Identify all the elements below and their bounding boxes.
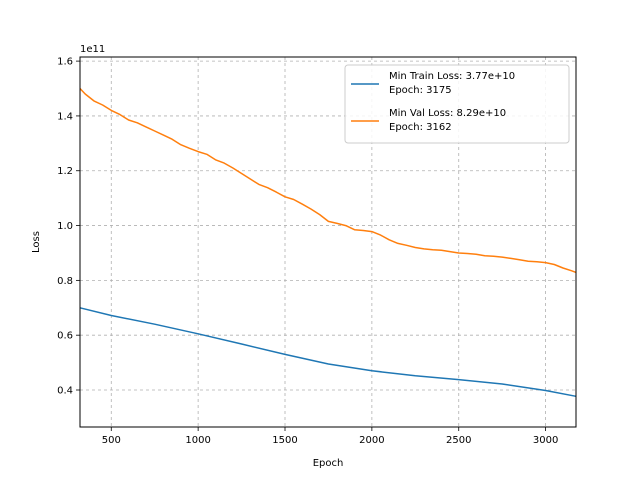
y-axis-offset-label: 1e11 — [80, 44, 105, 55]
legend-entry-line1: Min Val Loss: 8.29e+10 — [389, 108, 506, 119]
y-tick-label: 1.0 — [57, 221, 73, 232]
plot-frame — [79, 56, 577, 428]
legend: Min Train Loss: 3.77e+10 Epoch: 3175 Min V… — [344, 64, 570, 144]
legend-box — [344, 64, 570, 144]
legend-entry-line2: Epoch: 3162 — [389, 122, 452, 133]
x-axis-label: Epoch — [313, 458, 344, 469]
series-layer — [79, 87, 577, 398]
series-line-val-loss — [79, 87, 577, 274]
y-tick-label: 1.4 — [57, 111, 73, 122]
y-tick-label: 1.2 — [57, 166, 73, 177]
y-tick-label: 0.4 — [57, 386, 73, 397]
x-axis-ticks: 500 1000 1500 2000 2500 3000 — [102, 427, 558, 446]
x-tick-label: 500 — [102, 435, 121, 446]
legend-entry-line2: Epoch: 3175 — [389, 85, 452, 96]
y-axis-label: Loss — [31, 231, 42, 253]
x-tick-label: 2500 — [446, 435, 471, 446]
legend-entry-line1: Min Train Loss: 3.77e+10 — [389, 71, 515, 82]
y-tick-label: 0.6 — [57, 331, 73, 342]
x-tick-label: 1500 — [272, 435, 297, 446]
x-tick-label: 2000 — [359, 435, 384, 446]
series-line-train-loss — [79, 307, 577, 398]
y-axis-ticks: 0.4 0.6 0.8 1.0 1.2 1.4 1.6 — [57, 57, 80, 397]
y-tick-label: 0.8 — [57, 276, 73, 287]
x-tick-label: 1000 — [185, 435, 210, 446]
y-tick-label: 1.6 — [57, 57, 73, 68]
x-tick-label: 3000 — [533, 435, 558, 446]
